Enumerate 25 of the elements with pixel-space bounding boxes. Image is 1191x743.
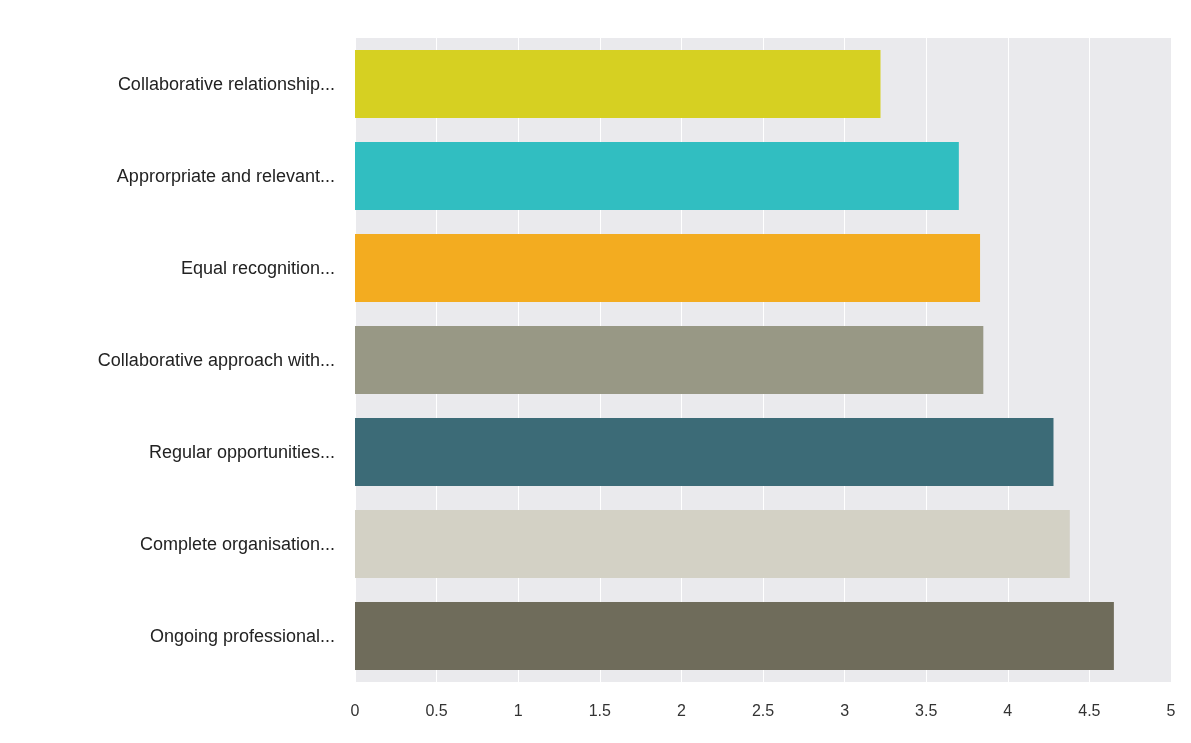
y-tick-label: Complete organisation... — [139, 534, 335, 554]
bar — [355, 325, 984, 395]
bar — [355, 233, 981, 303]
bar — [355, 601, 1114, 671]
x-tick-label: 0.5 — [425, 701, 448, 719]
bar — [355, 49, 881, 119]
y-tick-label: Regular opportunities... — [148, 442, 335, 462]
x-tick-label: 2 — [676, 701, 686, 719]
y-tick-label: Ongoing professional... — [149, 626, 335, 646]
x-tick-label: 0 — [350, 701, 360, 719]
y-tick-label: Approrpriate and relevant... — [116, 166, 335, 186]
bar — [355, 417, 1054, 487]
x-tick-label: 4 — [1003, 701, 1013, 719]
x-tick-label: 1.5 — [588, 701, 612, 719]
y-tick-label: Collaborative approach with... — [97, 350, 335, 370]
y-tick-label: Collaborative relationship... — [117, 74, 335, 94]
x-tick-label: 3.5 — [915, 701, 938, 719]
x-tick-label: 2.5 — [751, 701, 775, 719]
x-tick-label: 1 — [513, 701, 523, 719]
bar — [355, 509, 1070, 579]
x-tick-label: 5 — [1166, 701, 1176, 719]
bar — [355, 141, 959, 211]
x-tick-label: 3 — [840, 701, 850, 719]
x-tick-label: 4.5 — [1078, 701, 1101, 719]
y-tick-label: Equal recognition... — [180, 258, 335, 278]
